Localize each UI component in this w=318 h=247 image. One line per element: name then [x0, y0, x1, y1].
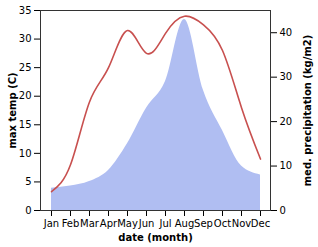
svg-text:date (month): date (month) [118, 232, 192, 243]
svg-text:30: 30 [19, 33, 32, 44]
svg-text:Mar: Mar [80, 218, 100, 229]
svg-text:30: 30 [280, 71, 293, 82]
svg-text:20: 20 [19, 90, 32, 101]
svg-text:Jul: Jul [158, 218, 171, 229]
svg-text:Oct: Oct [214, 218, 231, 229]
svg-text:40: 40 [280, 27, 293, 38]
svg-text:35: 35 [19, 5, 32, 16]
svg-text:5: 5 [25, 176, 31, 187]
svg-text:Feb: Feb [62, 218, 80, 229]
svg-text:Sep: Sep [194, 218, 213, 229]
svg-text:med. precipitation (kg/m2): med. precipitation (kg/m2) [302, 35, 313, 187]
svg-text:20: 20 [280, 116, 293, 127]
svg-text:Aug: Aug [175, 218, 195, 229]
svg-text:25: 25 [19, 62, 32, 73]
svg-text:Dec: Dec [251, 218, 270, 229]
svg-text:0: 0 [25, 205, 31, 216]
svg-text:Apr: Apr [100, 218, 118, 229]
svg-text:0: 0 [280, 205, 286, 216]
svg-text:10: 10 [19, 148, 32, 159]
svg-text:15: 15 [19, 119, 32, 130]
svg-text:Jun: Jun [138, 218, 155, 229]
svg-text:May: May [117, 218, 138, 229]
svg-text:Jan: Jan [43, 218, 59, 229]
svg-text:max temp (C): max temp (C) [7, 72, 18, 148]
svg-text:10: 10 [280, 160, 293, 171]
svg-text:Nov: Nov [232, 218, 252, 229]
